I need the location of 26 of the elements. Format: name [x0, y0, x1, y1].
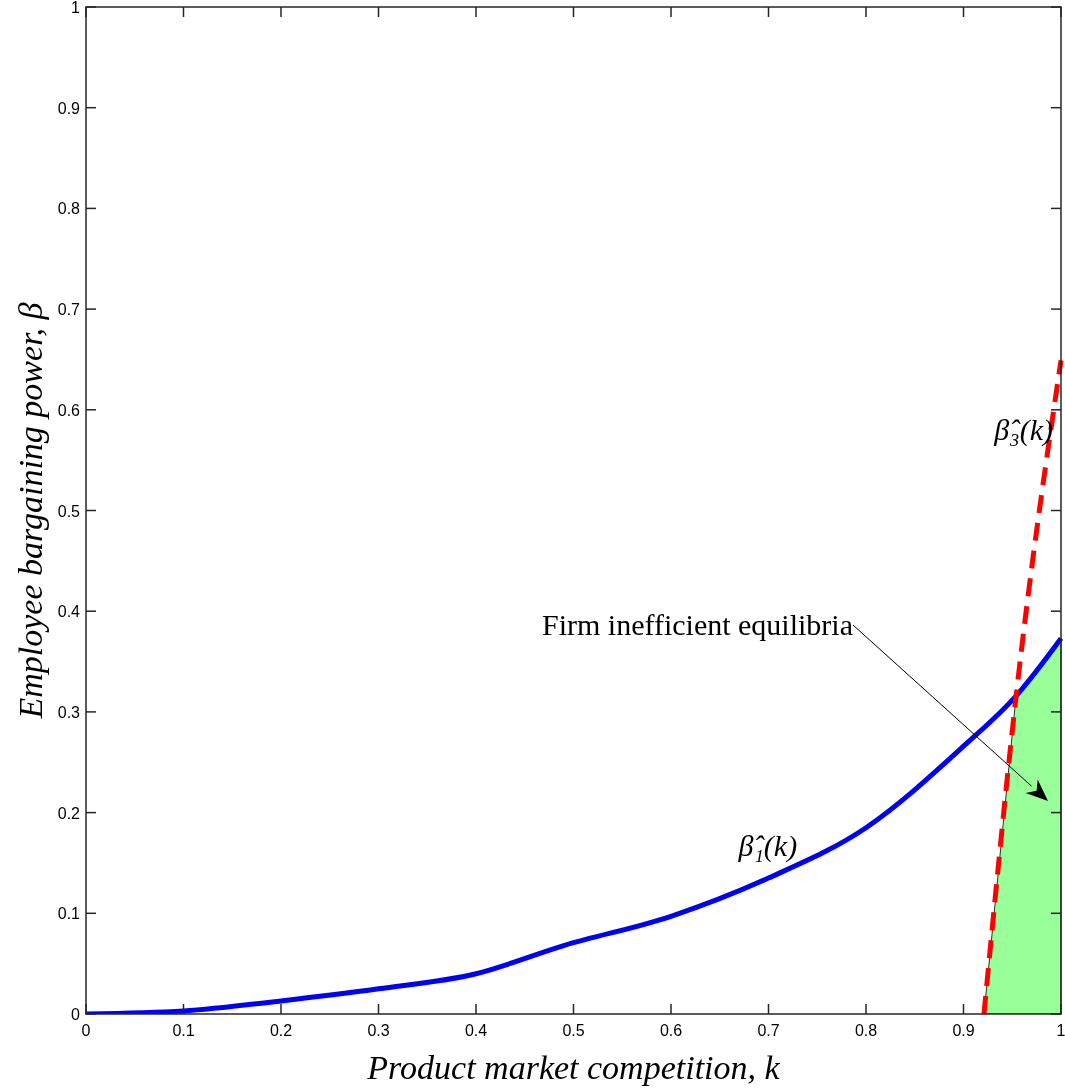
y-tick-label: 0.4 [57, 603, 81, 621]
x-tick-label: 0.3 [367, 1022, 390, 1039]
x-tick-label: 0.4 [464, 1022, 488, 1039]
y-tick-label: 0.6 [57, 401, 81, 419]
annotation: Firm inefficient equilibria [541, 608, 853, 641]
x-tick-label: 0.9 [952, 1022, 975, 1039]
series-label: β̂₁(k) [737, 829, 798, 864]
y-tick-label: 0.1 [57, 905, 81, 923]
y-axis-title: Employee bargaining power, β [12, 302, 49, 720]
x-tick-label: 1 [1056, 1022, 1065, 1039]
y-tick-label: 0.5 [57, 502, 81, 520]
y-tick-label: 0 [71, 1006, 81, 1023]
y-tick-label: 0.7 [57, 301, 81, 319]
x-tick-label: 0.5 [562, 1022, 585, 1039]
x-tick-label: 0.7 [757, 1022, 780, 1039]
x-tick-label: 0.1 [172, 1022, 195, 1039]
y-tick-label: 0.8 [57, 200, 81, 218]
x-tick-label: 0.6 [659, 1022, 683, 1039]
series-label: β̂₃(k) [993, 413, 1053, 448]
y-tick-label: 0.2 [57, 804, 81, 822]
y-tick-label: 0.9 [57, 99, 81, 117]
x-axis-title: Product market competition, k [366, 1049, 781, 1086]
y-tick-label: 0.3 [57, 703, 81, 721]
x-tick-label: 0.8 [854, 1022, 878, 1039]
y-tick-label: 1 [71, 0, 81, 16]
x-tick-label: 0.2 [269, 1022, 293, 1039]
